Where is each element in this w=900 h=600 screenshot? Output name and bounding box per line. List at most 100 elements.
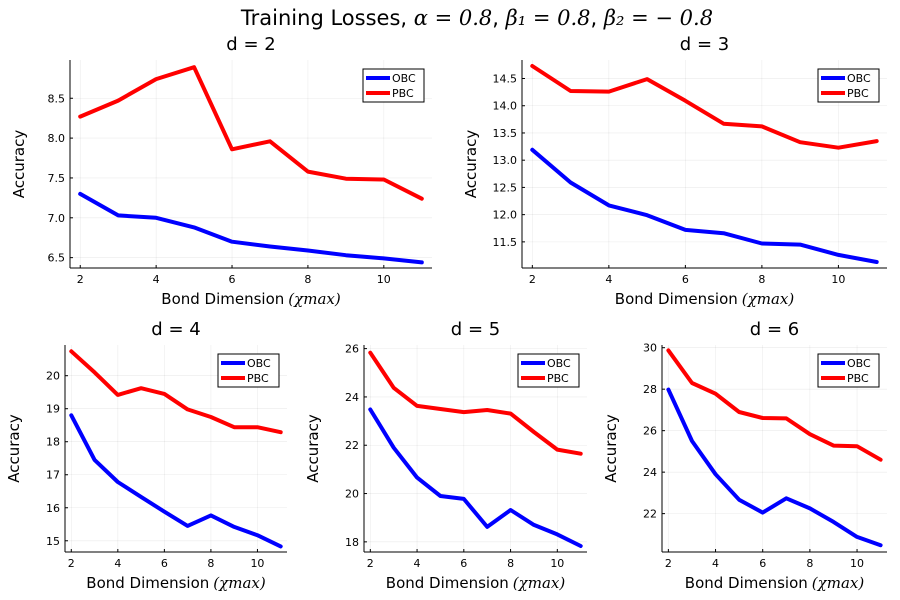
legend-box [817,68,880,103]
subplot-title: d = 5 [451,319,500,340]
x-axis-label-math: (χmax) [513,574,566,592]
legend-box [517,353,580,388]
y-axis-label: Accuracy [304,414,322,483]
x-tick-label: 8 [507,557,514,570]
y-tick-label: 26 [643,425,657,438]
x-tick-label: 2 [77,273,84,286]
series-line-obc [368,407,583,548]
y-tick-label: 22 [643,508,657,521]
series-line-pbc [368,350,583,456]
x-tick-label: 10 [377,273,391,286]
series-line-obc [530,147,879,264]
x-tick-label: 10 [250,557,264,570]
series-line-pbc [530,64,879,150]
legend-box [362,68,425,103]
subplot-title: d = 2 [226,34,275,55]
legend-label-pbc: PBC [847,87,869,100]
y-tick-label: 28 [643,383,657,396]
y-axis-label: Accuracy [10,130,28,199]
legend: OBC PBC [217,353,280,388]
subplot-title: d = 6 [750,319,799,340]
legend-label-pbc: PBC [247,372,269,385]
x-tick-label: 2 [68,557,75,570]
legend-box [817,353,880,388]
x-tick-label: 6 [759,557,766,570]
figure-title-sep-2: , [591,6,604,30]
y-tick-label: 19 [46,403,60,416]
x-axis-label-math: (χmax) [812,574,865,592]
x-tick-label: 6 [161,557,168,570]
series-line-pbc [666,348,883,462]
x-tick-label: 4 [605,273,612,286]
y-tick-label: 18 [46,436,60,449]
figure-title: Training Losses, α = 0.8, β₁ = 0.8, β₂ =… [240,6,713,30]
legend-label-obc: OBC [247,357,271,370]
legend-box [217,353,280,388]
x-tick-label: 8 [758,273,765,286]
y-tick-label: 24 [345,391,359,404]
subplot-title: d = 4 [151,319,200,340]
legend-label-pbc: PBC [547,372,569,385]
series-line-obc [78,191,424,265]
x-axis-label-text: Bond Dimension [685,574,808,592]
y-tick-label: 26 [345,343,359,356]
x-tick-label: 10 [550,557,564,570]
figure-title-beta1: β₁ = 0.8 [505,6,591,30]
x-tick-label: 2 [367,557,374,570]
subplot-3: 2 4 6 8 10 15 16 17 18 19 20 d = 4 Bond Dimension (χm… [5,319,287,592]
legend-label-obc: OBC [847,357,871,370]
y-tick-label: 11.5 [493,236,518,249]
y-axis-label: Accuracy [602,414,620,483]
y-tick-label: 12.0 [493,209,518,222]
y-tick-label: 20 [46,370,60,383]
y-tick-label: 18 [345,536,359,549]
y-tick-label: 30 [643,342,657,355]
y-tick-label: 20 [345,488,359,501]
x-axis-label-text: Bond Dimension [386,574,509,592]
x-axis-label: Bond Dimension (χmax) [161,290,341,308]
x-tick-label: 8 [207,557,214,570]
y-tick-label: 16 [46,502,60,515]
x-axis-label-math: (χmax) [213,574,266,592]
y-tick-label: 14.0 [493,100,518,113]
y-tick-label: 22 [345,439,359,452]
x-tick-label: 4 [153,273,160,286]
y-tick-label: 17 [46,469,60,482]
x-tick-label: 6 [682,273,689,286]
legend: OBC PBC [362,68,425,103]
x-tick-label: 4 [712,557,719,570]
x-tick-label: 8 [304,273,311,286]
figure-title-alpha: α = 0.8 [414,6,493,30]
legend-label-pbc: PBC [392,87,414,100]
x-tick-label: 2 [529,273,536,286]
series-line-pbc [78,65,424,201]
y-tick-label: 15 [46,535,60,548]
figure-title-sep-1: , [492,6,505,30]
figure-title-beta2: β₂ = − 0.8 [603,6,713,30]
y-tick-label: 6.5 [48,252,66,265]
y-tick-label: 7.5 [48,172,66,185]
x-axis-label: Bond Dimension (χmax) [386,574,566,592]
x-tick-label: 6 [229,273,236,286]
legend-label-obc: OBC [547,357,571,370]
y-axis-label: Accuracy [5,414,23,483]
series-line-obc [69,413,283,549]
x-tick-label: 4 [414,557,421,570]
x-axis-label: Bond Dimension (χmax) [685,574,865,592]
subplot-2: 2 4 6 8 10 11.5 12.0 12.5 13.0 13.5 14.0 14.5 d = 3 B… [462,34,887,308]
legend-label-pbc: PBC [847,372,869,385]
x-tick-label: 10 [831,273,845,286]
legend: OBC PBC [517,353,580,388]
x-axis-label: Bond Dimension (χmax) [86,574,266,592]
subplot-title: d = 3 [680,34,729,55]
x-tick-label: 2 [665,557,672,570]
legend: OBC PBC [817,68,880,103]
x-axis-label-math: (χmax) [742,290,795,308]
y-tick-label: 13.5 [493,127,518,140]
x-axis-label-math: (χmax) [288,290,341,308]
y-tick-label: 8.0 [48,132,66,145]
